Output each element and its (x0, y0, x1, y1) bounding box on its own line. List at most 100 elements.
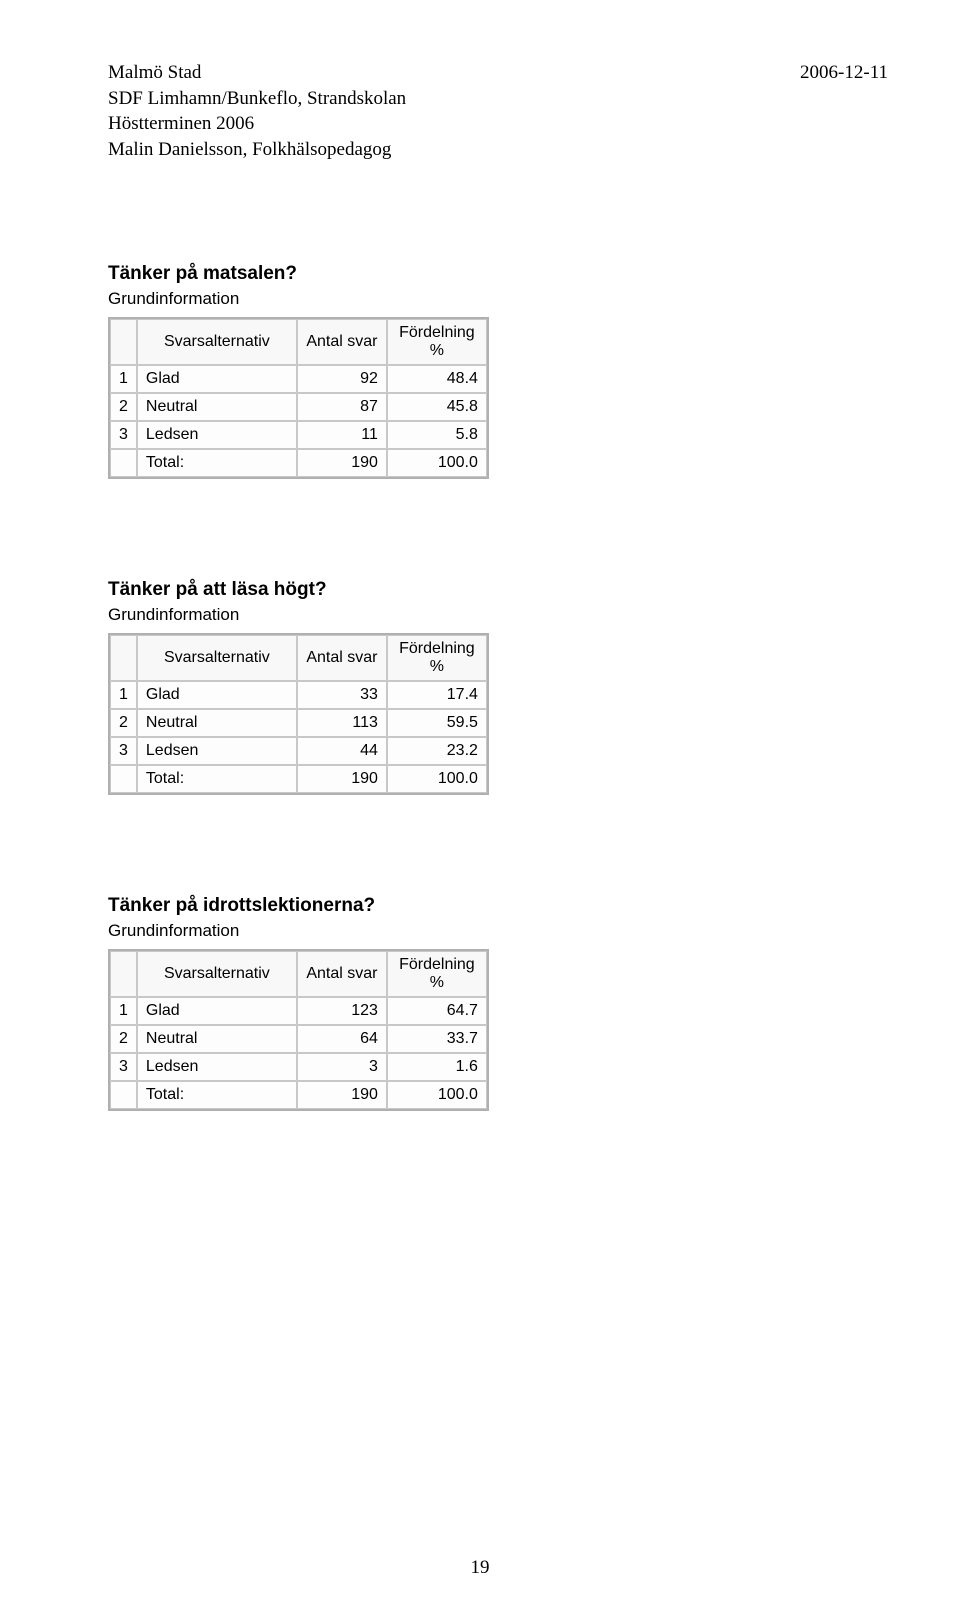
row-dist: 1.6 (387, 1053, 487, 1081)
row-dist: 59.5 (387, 709, 487, 737)
row-count: 11 (297, 421, 387, 449)
row-label: Ledsen (137, 1053, 297, 1081)
row-count: 113 (297, 709, 387, 737)
section-subheading: Grundinformation (108, 921, 888, 941)
row-index: 1 (110, 997, 137, 1025)
row-label: Ledsen (137, 421, 297, 449)
section-subheading: Grundinformation (108, 605, 888, 625)
col-count: Antal svar (297, 319, 387, 365)
total-label: Total: (137, 765, 297, 793)
section-lasa-hogt: Tänker på att läsa högt? Grundinformatio… (108, 579, 888, 795)
header-date: 2006-12-11 (800, 60, 888, 86)
page: Malmö Stad SDF Limhamn/Bunkeflo, Strands… (0, 0, 960, 1619)
table-matsalen: Svarsalternativ Antal svar Fördelning % … (108, 317, 489, 479)
row-count: 3 (297, 1053, 387, 1081)
table-total-row: Total: 190 100.0 (110, 1081, 487, 1109)
table-header-row: Svarsalternativ Antal svar Fördelning % (110, 951, 487, 997)
table-idrott: Svarsalternativ Antal svar Fördelning % … (108, 949, 489, 1111)
row-label: Glad (137, 997, 297, 1025)
header-right: 2006-12-11 (800, 60, 888, 86)
row-dist: 48.4 (387, 365, 487, 393)
table-row: 3 Ledsen 11 5.8 (110, 421, 487, 449)
col-alt: Svarsalternativ (137, 319, 297, 365)
header-author: Malin Danielsson, Folkhälsopedagog (108, 137, 406, 163)
dist-pct: % (430, 658, 444, 675)
section-subheading: Grundinformation (108, 289, 888, 309)
row-dist: 5.8 (387, 421, 487, 449)
row-dist: 33.7 (387, 1025, 487, 1053)
table-lasa-hogt: Svarsalternativ Antal svar Fördelning % … (108, 633, 489, 795)
row-index: 3 (110, 421, 137, 449)
table-row: 2 Neutral 113 59.5 (110, 709, 487, 737)
section-title: Tänker på matsalen? (108, 263, 888, 285)
total-label: Total: (137, 1081, 297, 1109)
col-corner (110, 635, 137, 681)
col-dist: Fördelning % (387, 951, 487, 997)
section-matsalen: Tänker på matsalen? Grundinformation Sva… (108, 263, 888, 479)
table-row: 3 Ledsen 3 1.6 (110, 1053, 487, 1081)
dist-label: Fördelning (399, 324, 475, 341)
total-corner (110, 449, 137, 477)
col-dist: Fördelning % (387, 635, 487, 681)
row-index: 3 (110, 737, 137, 765)
header-unit: SDF Limhamn/Bunkeflo, Strandskolan (108, 86, 406, 112)
col-alt: Svarsalternativ (137, 951, 297, 997)
row-count: 87 (297, 393, 387, 421)
table-row: 2 Neutral 87 45.8 (110, 393, 487, 421)
row-index: 2 (110, 709, 137, 737)
row-index: 2 (110, 393, 137, 421)
col-count: Antal svar (297, 951, 387, 997)
row-count: 64 (297, 1025, 387, 1053)
row-label: Glad (137, 681, 297, 709)
section-title: Tänker på idrottslektionerna? (108, 895, 888, 917)
row-dist: 64.7 (387, 997, 487, 1025)
dist-pct: % (430, 342, 444, 359)
row-label: Neutral (137, 393, 297, 421)
section-title: Tänker på att läsa högt? (108, 579, 888, 601)
table-row: 1 Glad 92 48.4 (110, 365, 487, 393)
row-label: Glad (137, 365, 297, 393)
table-row: 1 Glad 33 17.4 (110, 681, 487, 709)
row-label: Neutral (137, 709, 297, 737)
col-corner (110, 319, 137, 365)
total-count: 190 (297, 1081, 387, 1109)
dist-pct: % (430, 974, 444, 991)
row-index: 1 (110, 365, 137, 393)
table-header-row: Svarsalternativ Antal svar Fördelning % (110, 635, 487, 681)
row-count: 44 (297, 737, 387, 765)
table-row: 2 Neutral 64 33.7 (110, 1025, 487, 1053)
dist-label: Fördelning (399, 640, 475, 657)
col-count: Antal svar (297, 635, 387, 681)
col-corner (110, 951, 137, 997)
row-label: Ledsen (137, 737, 297, 765)
section-idrottslektionerna: Tänker på idrottslektionerna? Grundinfor… (108, 895, 888, 1111)
total-corner (110, 765, 137, 793)
table-total-row: Total: 190 100.0 (110, 765, 487, 793)
row-count: 123 (297, 997, 387, 1025)
page-number: 19 (0, 1557, 960, 1579)
table-total-row: Total: 190 100.0 (110, 449, 487, 477)
row-index: 3 (110, 1053, 137, 1081)
total-dist: 100.0 (387, 765, 487, 793)
row-dist: 45.8 (387, 393, 487, 421)
header-term: Höstterminen 2006 (108, 111, 406, 137)
header-left: Malmö Stad SDF Limhamn/Bunkeflo, Strands… (108, 60, 406, 163)
row-dist: 17.4 (387, 681, 487, 709)
table-row: 1 Glad 123 64.7 (110, 997, 487, 1025)
total-dist: 100.0 (387, 1081, 487, 1109)
row-index: 2 (110, 1025, 137, 1053)
total-count: 190 (297, 765, 387, 793)
row-count: 92 (297, 365, 387, 393)
dist-label: Fördelning (399, 956, 475, 973)
total-count: 190 (297, 449, 387, 477)
col-alt: Svarsalternativ (137, 635, 297, 681)
row-count: 33 (297, 681, 387, 709)
total-label: Total: (137, 449, 297, 477)
table-header-row: Svarsalternativ Antal svar Fördelning % (110, 319, 487, 365)
col-dist: Fördelning % (387, 319, 487, 365)
table-row: 3 Ledsen 44 23.2 (110, 737, 487, 765)
row-dist: 23.2 (387, 737, 487, 765)
row-label: Neutral (137, 1025, 297, 1053)
row-index: 1 (110, 681, 137, 709)
header-org: Malmö Stad (108, 60, 406, 86)
